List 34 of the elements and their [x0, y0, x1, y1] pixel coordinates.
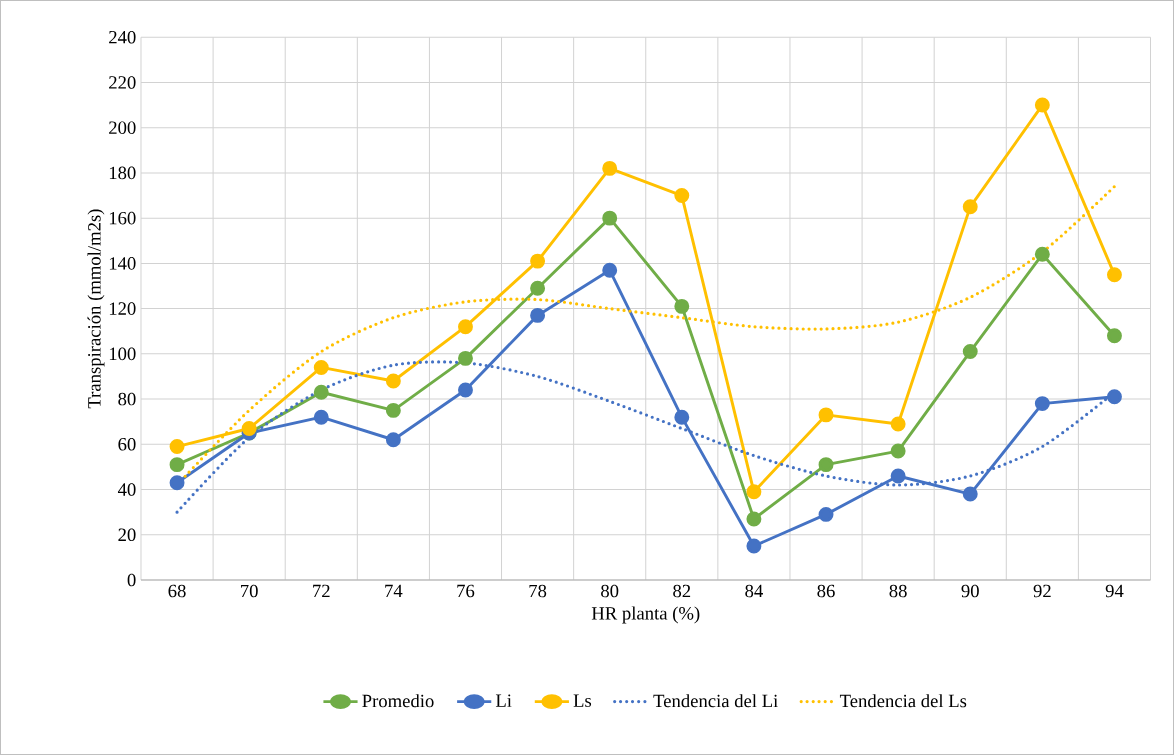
- x-tick-label: 80: [601, 584, 619, 598]
- legend-label: Promedio: [362, 694, 434, 708]
- y-tick-label: 160: [109, 211, 136, 225]
- x-tick-label: 84: [745, 584, 763, 598]
- y-tick-label: 0: [127, 573, 136, 587]
- y-tick-label: 100: [109, 347, 136, 361]
- y-tick-label: 40: [117, 483, 136, 496]
- legend-label: Tendencia del Ls: [839, 694, 967, 708]
- y-tick-label: 80: [118, 392, 136, 406]
- x-tick-label: 90: [961, 584, 979, 598]
- y-tick-label: 200: [109, 121, 136, 134]
- x-tick-label: 88: [889, 584, 907, 598]
- y-tick-label: 240: [109, 30, 136, 44]
- x-tick-label: 74: [385, 584, 403, 597]
- x-tick-label: 86: [817, 584, 835, 598]
- x-tick-label: 76: [457, 584, 475, 598]
- y-tick-label: 180: [109, 166, 136, 180]
- y-tick-label: 220: [109, 76, 136, 89]
- x-tick-label: 94: [1105, 584, 1124, 598]
- legend-label: Tendencia del Li: [653, 694, 778, 708]
- x-tick-label: 92: [1033, 584, 1051, 598]
- y-tick-label: 120: [109, 302, 136, 315]
- x-tick-label: 70: [241, 584, 258, 598]
- x-tick-label: 78: [529, 584, 547, 598]
- y-tick-label: 60: [118, 437, 136, 451]
- x-axis-title: HR planta (%): [591, 606, 700, 624]
- legend-label: Li: [495, 694, 512, 707]
- y-tick-label: 20: [118, 528, 136, 542]
- x-tick-label: 72: [313, 584, 330, 598]
- y-axis-title: Transpiración (mmol/m2s): [87, 209, 105, 409]
- x-tick-label: 82: [673, 584, 691, 598]
- y-tick-label: 140: [109, 257, 136, 270]
- x-tick-label: 68: [168, 584, 186, 598]
- legend-label: Ls: [573, 694, 592, 707]
